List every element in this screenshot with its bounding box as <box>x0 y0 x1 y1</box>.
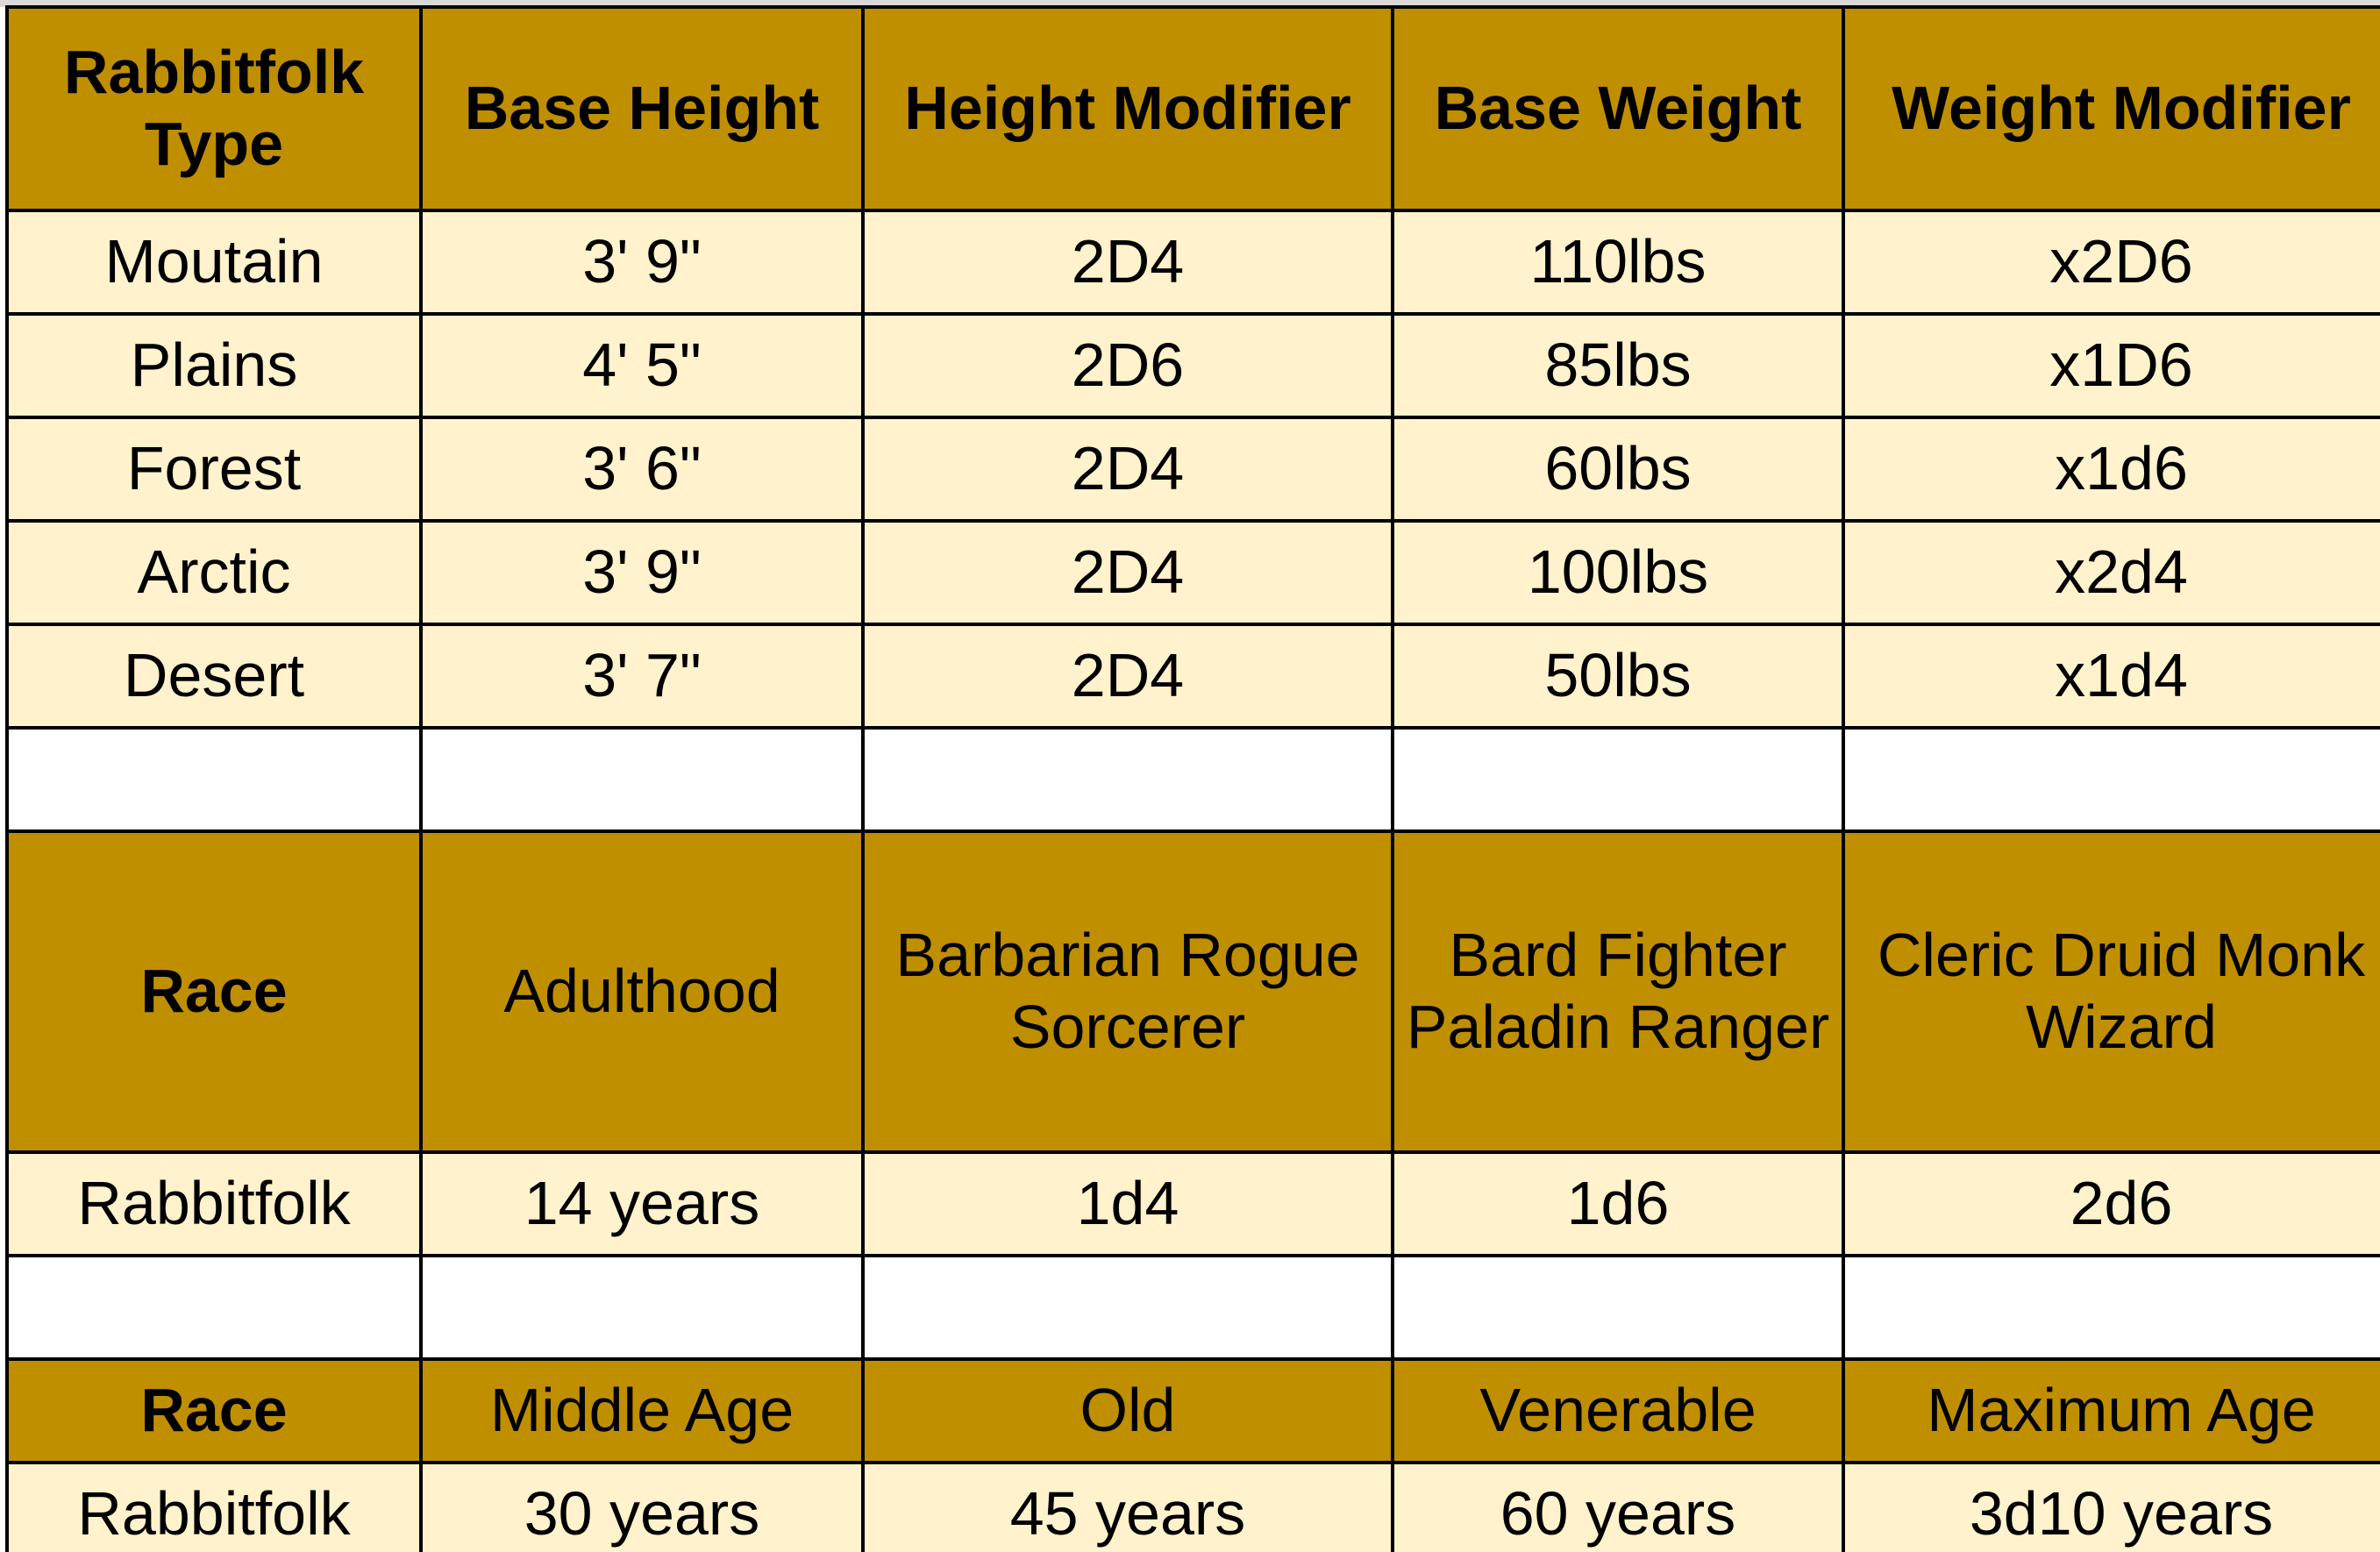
empty-cell[interactable] <box>1391 1254 1845 1361</box>
cell-weight-modifier[interactable]: x1d6 <box>1842 416 2380 523</box>
cell-header-base-height[interactable]: Base Height <box>419 5 865 212</box>
table-row: Moutain 3' 9" 2D4 110lbs x2D6 <box>5 209 2380 316</box>
cell-base-height[interactable]: 4' 5" <box>419 312 865 419</box>
cell-weight-modifier[interactable]: x1D6 <box>1842 312 2380 419</box>
cell-header-weight-modifier[interactable]: Weight Modifier <box>1842 5 2380 212</box>
cell-type[interactable]: Moutain <box>5 209 423 316</box>
cell-venerable[interactable]: 60 years <box>1391 1461 1845 1552</box>
cell-weight-modifier[interactable]: x2d4 <box>1842 519 2380 626</box>
table-row: Plains 4' 5" 2D6 85lbs x1D6 <box>5 312 2380 419</box>
cell-weight-modifier[interactable]: x2D6 <box>1842 209 2380 316</box>
cell-height-modifier[interactable]: 2D4 <box>861 209 1394 316</box>
cell-base-height[interactable]: 3' 7" <box>419 623 865 730</box>
empty-cell[interactable] <box>5 726 423 833</box>
cell-header-barbarian-rogue-sorcerer[interactable]: Barbarian Rogue Sorcerer <box>861 829 1394 1154</box>
cell-base-height[interactable]: 3' 6" <box>419 416 865 523</box>
empty-cell[interactable] <box>861 1254 1394 1361</box>
cell-adulthood[interactable]: 14 years <box>419 1150 865 1257</box>
cell-type[interactable]: Arctic <box>5 519 423 626</box>
cell-header-old[interactable]: Old <box>861 1357 1394 1464</box>
age-class-header-row: Race Adulthood Barbarian Rogue Sorcerer … <box>5 829 2380 1154</box>
empty-cell[interactable] <box>419 726 865 833</box>
table-row: Rabbitfolk 14 years 1d4 1d6 2d6 <box>5 1150 2380 1257</box>
cell-maximum-age[interactable]: 3d10 years <box>1842 1461 2380 1552</box>
table-row: Rabbitfolk 30 years 45 years 60 years 3d… <box>5 1461 2380 1552</box>
blank-row <box>5 1254 2380 1361</box>
cell-base-weight[interactable]: 85lbs <box>1391 312 1845 419</box>
cell-height-modifier[interactable]: 2D4 <box>861 519 1394 626</box>
cell-base-weight[interactable]: 60lbs <box>1391 416 1845 523</box>
cell-base-weight[interactable]: 50lbs <box>1391 623 1845 730</box>
cell-header-middle-age[interactable]: Middle Age <box>419 1357 865 1464</box>
empty-cell[interactable] <box>1842 1254 2380 1361</box>
table-row: Forest 3' 6" 2D4 60lbs x1d6 <box>5 416 2380 523</box>
cell-header-cleric-druid-monk-wizard[interactable]: Cleric Druid Monk Wizard <box>1842 829 2380 1154</box>
cell-header-venerable[interactable]: Venerable <box>1391 1357 1845 1464</box>
cell-header-type[interactable]: Rabbitfolk Type <box>5 5 423 212</box>
cell-barbarian-rogue-sorcerer[interactable]: 1d4 <box>861 1150 1394 1257</box>
aging-header-row: Race Middle Age Old Venerable Maximum Ag… <box>5 1357 2380 1464</box>
cell-cleric-druid-monk-wizard[interactable]: 2d6 <box>1842 1150 2380 1257</box>
cell-header-base-weight[interactable]: Base Weight <box>1391 5 1845 212</box>
cell-base-height[interactable]: 3' 9" <box>419 519 865 626</box>
empty-cell[interactable] <box>5 1254 423 1361</box>
top-border <box>0 0 2380 7</box>
empty-cell[interactable] <box>861 726 1394 833</box>
cell-weight-modifier[interactable]: x1d4 <box>1842 623 2380 730</box>
cell-height-modifier[interactable]: 2D4 <box>861 623 1394 730</box>
cell-middle-age[interactable]: 30 years <box>419 1461 865 1552</box>
empty-cell[interactable] <box>1391 726 1845 833</box>
cell-height-modifier[interactable]: 2D4 <box>861 416 1394 523</box>
cell-header-height-modifier[interactable]: Height Modifier <box>861 5 1394 212</box>
cell-header-bard-fighter-paladin-ranger[interactable]: Bard Fighter Paladin Ranger <box>1391 829 1845 1154</box>
cell-base-height[interactable]: 3' 9" <box>419 209 865 316</box>
empty-cell[interactable] <box>419 1254 865 1361</box>
rabbitfolk-table: Rabbitfolk Type Base Height Height Modif… <box>5 5 2380 1552</box>
cell-base-weight[interactable]: 100lbs <box>1391 519 1845 626</box>
empty-cell[interactable] <box>1842 726 2380 833</box>
cell-race[interactable]: Rabbitfolk <box>5 1150 423 1257</box>
cell-type[interactable]: Desert <box>5 623 423 730</box>
cell-header-race[interactable]: Race <box>5 829 423 1154</box>
cell-base-weight[interactable]: 110lbs <box>1391 209 1845 316</box>
cell-header-adulthood[interactable]: Adulthood <box>419 829 865 1154</box>
size-header-row: Rabbitfolk Type Base Height Height Modif… <box>5 5 2380 212</box>
cell-header-race[interactable]: Race <box>5 1357 423 1464</box>
cell-bard-fighter-paladin-ranger[interactable]: 1d6 <box>1391 1150 1845 1257</box>
cell-type[interactable]: Forest <box>5 416 423 523</box>
cell-race[interactable]: Rabbitfolk <box>5 1461 423 1552</box>
cell-type[interactable]: Plains <box>5 312 423 419</box>
cell-height-modifier[interactable]: 2D6 <box>861 312 1394 419</box>
table-row: Arctic 3' 9" 2D4 100lbs x2d4 <box>5 519 2380 626</box>
cell-old[interactable]: 45 years <box>861 1461 1394 1552</box>
blank-row <box>5 726 2380 833</box>
cell-header-maximum-age[interactable]: Maximum Age <box>1842 1357 2380 1464</box>
table-row: Desert 3' 7" 2D4 50lbs x1d4 <box>5 623 2380 730</box>
